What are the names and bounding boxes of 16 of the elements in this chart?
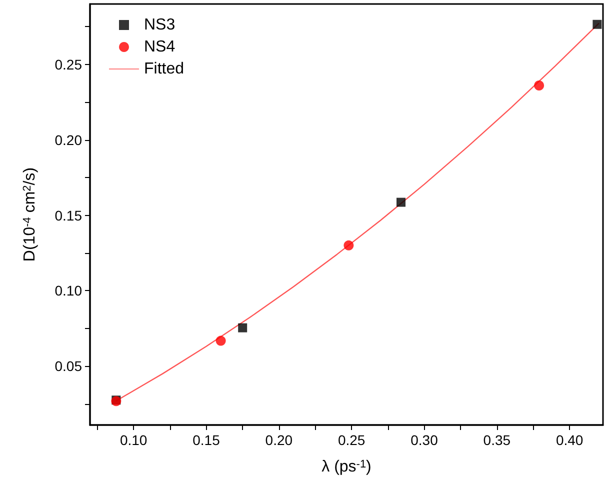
x-tick-label: 0.40	[556, 432, 584, 448]
y-tick-label: 0.20	[54, 132, 82, 148]
x-tick-label: 0.35	[483, 432, 511, 448]
x-tick-label: 0.10	[120, 432, 148, 448]
y-tick-label: 0.25	[54, 56, 82, 72]
x-tick-label: 0.25	[338, 432, 366, 448]
legend-label: NS4	[144, 38, 176, 56]
y-tick-label: 0.10	[54, 282, 82, 299]
y-tick-label: 0.05	[54, 358, 82, 374]
legend-label: Fitted	[144, 60, 184, 78]
legend-label: NS3	[144, 16, 176, 34]
y-tick-label: 0.15	[54, 207, 82, 224]
y-axis-title: D(10-4 cm2/s)	[22, 167, 38, 262]
x-tick-label: 0.15	[192, 432, 220, 448]
x-tick-label: 0.20	[265, 432, 293, 448]
x-tick-label: 0.30	[410, 432, 438, 448]
